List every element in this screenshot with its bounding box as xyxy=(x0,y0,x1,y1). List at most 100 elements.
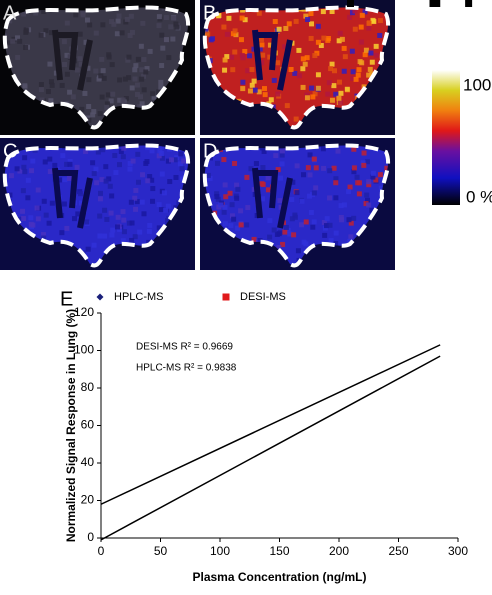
pixel xyxy=(150,198,156,204)
pixel xyxy=(222,57,228,63)
pixel xyxy=(140,270,145,275)
pixel xyxy=(373,177,379,183)
pixel xyxy=(280,241,286,247)
pixel xyxy=(377,172,383,178)
pixel xyxy=(265,175,271,181)
pixel xyxy=(292,214,298,220)
pixel xyxy=(378,185,384,191)
pixel xyxy=(327,168,333,174)
pixel xyxy=(321,165,327,171)
pixel xyxy=(64,71,70,77)
pixel xyxy=(329,9,335,15)
pixel xyxy=(90,112,96,118)
pixel xyxy=(272,18,278,24)
pixel xyxy=(143,160,149,166)
x-tick-label: 50 xyxy=(154,544,168,558)
pixel xyxy=(344,86,350,92)
pixel xyxy=(315,85,321,91)
vessel xyxy=(252,29,293,91)
pixel xyxy=(352,26,358,32)
pixel xyxy=(48,79,54,85)
pixel xyxy=(115,214,121,220)
pixel xyxy=(368,50,374,56)
pixel xyxy=(260,182,266,188)
pixel xyxy=(242,17,248,23)
pixel xyxy=(74,164,80,170)
trendline xyxy=(100,344,441,505)
pixel xyxy=(138,43,144,49)
pixel xyxy=(308,209,314,215)
pixel xyxy=(282,229,288,235)
pixel xyxy=(134,199,140,205)
pixel xyxy=(234,182,240,188)
pixel xyxy=(43,28,49,34)
pixel xyxy=(333,91,339,97)
pixel xyxy=(140,172,146,178)
pixel xyxy=(304,95,310,101)
pixel xyxy=(296,73,302,79)
outline xyxy=(2,5,191,130)
pixel xyxy=(363,201,369,207)
pixel xyxy=(121,229,127,235)
pixel xyxy=(35,216,41,222)
y-tick-label: 120 xyxy=(74,305,94,319)
pixel xyxy=(355,72,361,78)
pixel xyxy=(124,16,130,22)
x-tick-label: 0 xyxy=(98,544,105,558)
pixel xyxy=(100,147,106,153)
pixel xyxy=(229,202,235,208)
pixel xyxy=(292,70,298,76)
pixel xyxy=(110,227,116,233)
pixel xyxy=(41,232,47,238)
pixel xyxy=(8,173,14,179)
pixel xyxy=(364,159,370,165)
pixel xyxy=(165,203,171,209)
pixel xyxy=(362,9,368,15)
pixel xyxy=(270,104,276,110)
pixel xyxy=(35,187,41,193)
pixel xyxy=(38,82,44,88)
pixel xyxy=(29,168,35,174)
pixel xyxy=(321,219,327,225)
pixel xyxy=(341,68,347,74)
pixel xyxy=(46,220,52,226)
pixel xyxy=(252,87,258,93)
pixel xyxy=(164,37,170,43)
pixel xyxy=(128,199,134,205)
pixel xyxy=(351,146,357,152)
pixel xyxy=(166,55,172,61)
pixel xyxy=(309,21,315,27)
pixel xyxy=(83,148,89,154)
pixel xyxy=(235,186,241,192)
pixel xyxy=(338,203,344,209)
pixel xyxy=(228,223,234,229)
legend-label: HPLC-MS xyxy=(114,291,164,303)
pixel xyxy=(67,161,73,167)
pixel xyxy=(100,22,106,28)
pixel xyxy=(229,54,235,60)
pixel xyxy=(156,14,162,20)
pixel xyxy=(341,45,347,51)
pixel xyxy=(231,216,237,222)
pixel xyxy=(229,213,235,219)
pixel xyxy=(135,151,141,157)
pixel xyxy=(348,220,354,226)
pixel xyxy=(333,195,339,201)
pixel xyxy=(141,57,147,63)
pixel xyxy=(315,23,321,29)
pixel xyxy=(22,169,28,175)
pixel xyxy=(342,54,348,60)
y-tick-label: 20 xyxy=(81,493,95,507)
pixel xyxy=(267,42,273,48)
pixel xyxy=(271,77,277,83)
pixel xyxy=(370,174,376,180)
pixel xyxy=(97,196,103,202)
pixel xyxy=(356,191,362,197)
pixel xyxy=(47,156,53,162)
pixel xyxy=(84,17,90,23)
pixel xyxy=(377,32,383,38)
pixel xyxy=(43,212,49,218)
pixel xyxy=(234,195,240,201)
pixel xyxy=(134,92,140,98)
pixel xyxy=(258,36,264,42)
